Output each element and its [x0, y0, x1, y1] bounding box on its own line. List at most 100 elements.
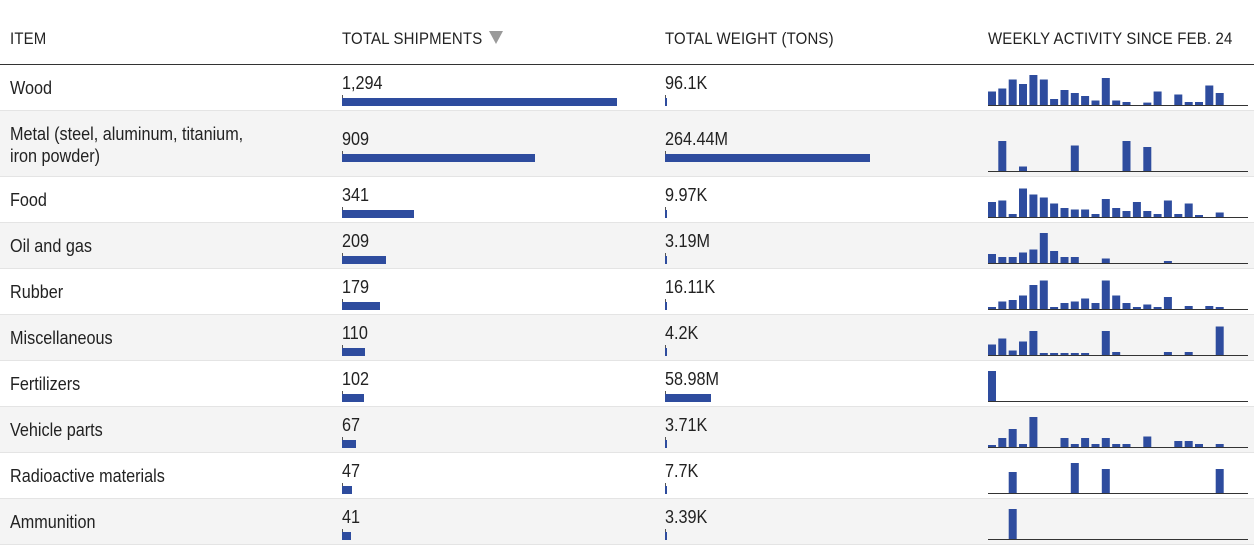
shipments-value: 1,294: [342, 73, 383, 93]
weight-bar: [665, 154, 870, 162]
table-row[interactable]: Wood 1,294 96.1K: [0, 65, 1254, 111]
shipments-value: 179: [342, 277, 370, 297]
shipments-bar: [342, 302, 380, 310]
weekly-activity-bar: [1163, 261, 1172, 263]
item-name: Fertilizers: [10, 374, 81, 394]
weekly-activity-bar: [1174, 441, 1183, 447]
shipments-value: 341: [342, 185, 370, 205]
weekly-activity-bar: [1153, 307, 1162, 309]
weekly-activity-bar: [1029, 285, 1038, 309]
weight-value: 9.97K: [665, 185, 708, 205]
column-header-total-shipments[interactable]: TOTAL SHIPMENTS: [342, 29, 483, 48]
weekly-activity-bar: [1101, 469, 1110, 493]
shipments-bar: [342, 440, 356, 448]
weekly-activity-bar: [1019, 295, 1027, 309]
weekly-activity-bar: [1029, 194, 1038, 217]
item-name: Food: [10, 190, 47, 210]
weekly-activity-bar: [1153, 91, 1162, 105]
weekly-activity-bar: [1195, 444, 1203, 447]
weekly-activity-bar: [1163, 297, 1172, 309]
weekly-activity-bar: [1132, 307, 1141, 309]
column-header-item[interactable]: ITEM: [10, 29, 47, 48]
item-name: Miscellaneous: [10, 328, 113, 348]
weekly-activity-bar: [1101, 438, 1110, 447]
weekly-activity-bar: [998, 88, 1007, 105]
weight-bar: [665, 98, 667, 106]
weekly-activity-bar: [1143, 211, 1152, 217]
table-row[interactable]: Ammunition 41 3.39K: [0, 499, 1254, 545]
table-row[interactable]: Vehicle parts 67 3.71K: [0, 407, 1254, 453]
weekly-activity-bar: [1019, 341, 1027, 355]
weekly-activity-bar: [988, 344, 996, 355]
weekly-activity-bar: [1060, 303, 1069, 309]
shipments-value: 67: [342, 415, 361, 435]
table-row[interactable]: Rubber 179 16.11K: [0, 269, 1254, 315]
weight-value: 4.2K: [665, 323, 699, 343]
weekly-activity-bar: [1091, 303, 1100, 309]
table-row[interactable]: Oil and gas 209 3.19M: [0, 223, 1254, 269]
weight-value: 96.1K: [665, 73, 708, 93]
shipments-value: 909: [342, 129, 370, 149]
weekly-activity-bar: [1019, 84, 1027, 105]
weekly-activity-bar: [988, 254, 996, 263]
weekly-activity-bar: [1008, 509, 1017, 539]
table-row[interactable]: Food 341 9.97K: [0, 177, 1254, 223]
column-header-total-weight[interactable]: TOTAL WEIGHT (TONS): [665, 29, 834, 48]
weekly-activity-bar: [998, 257, 1007, 263]
table-row[interactable]: Miscellaneous 110 4.2K: [0, 315, 1254, 361]
weekly-activity-bar: [998, 338, 1007, 355]
weekly-activity-bar: [1008, 350, 1017, 355]
weekly-activity-sparkline: [988, 463, 1248, 494]
weekly-activity-bar: [1163, 200, 1172, 217]
weekly-activity-bar: [1184, 441, 1193, 447]
shipments-bar: [342, 348, 365, 356]
column-header-weekly-activity[interactable]: WEEKLY ACTIVITY SINCE FEB. 24: [988, 29, 1233, 48]
weekly-activity-bar: [1050, 99, 1059, 105]
sort-descending-icon[interactable]: [489, 31, 503, 44]
weekly-activity-bar: [1143, 147, 1152, 171]
weekly-activity-bar: [1070, 444, 1079, 447]
item-name: Radioactive materials: [10, 466, 165, 486]
weekly-activity-bar: [1215, 469, 1224, 493]
weekly-activity-bar: [1070, 145, 1079, 171]
weekly-activity-sparkline: [988, 188, 1248, 218]
weekly-activity-bar: [1091, 444, 1100, 447]
weekly-activity-bar: [1008, 257, 1017, 263]
weekly-activity-bar: [1081, 353, 1090, 355]
weekly-activity-bar: [1081, 96, 1090, 105]
weekly-activity-bar: [1060, 438, 1069, 447]
weekly-activity-bar: [998, 438, 1007, 447]
weekly-activity-bar: [1050, 307, 1059, 309]
weekly-activity-bar: [1184, 203, 1193, 217]
weekly-activity-bar: [1153, 214, 1162, 217]
weekly-activity-bar: [1070, 257, 1079, 263]
weekly-activity-sparkline: [988, 280, 1248, 310]
item-name: Wood: [10, 78, 53, 98]
table-row[interactable]: Metal (steel, aluminum, titanium, iron p…: [0, 111, 1254, 177]
weekly-activity-bar: [1070, 93, 1079, 105]
weekly-activity-bar: [1215, 444, 1224, 447]
weekly-activity-bar: [1019, 444, 1027, 447]
weekly-activity-bar: [1101, 199, 1110, 217]
weight-value: 3.39K: [665, 507, 708, 527]
weekly-activity-bar: [1050, 203, 1059, 217]
weekly-activity-bar: [1081, 438, 1090, 447]
weekly-activity-bar: [1039, 197, 1048, 217]
weekly-activity-bar: [1029, 331, 1038, 355]
table-body: Wood 1,294 96.1K Metal (steel, aluminum, ti…: [0, 65, 1254, 545]
weekly-activity-bar: [1019, 188, 1027, 217]
weekly-activity-bar: [1215, 307, 1224, 309]
weight-bar: [665, 256, 667, 264]
table-row[interactable]: Radioactive materials 47 7.7K: [0, 453, 1254, 499]
weekly-activity-bar: [1122, 211, 1131, 217]
weekly-activity-bar: [1070, 209, 1079, 217]
weekly-activity-bar: [1184, 306, 1193, 309]
weekly-activity-bar: [1101, 258, 1110, 263]
weekly-activity-bar: [1112, 295, 1121, 309]
weekly-activity-bar: [1060, 257, 1069, 263]
weekly-activity-sparkline: [988, 75, 1248, 106]
weekly-activity-bar: [1184, 352, 1193, 355]
weekly-activity-bar: [988, 91, 996, 105]
table-row[interactable]: Fertilizers 102 58.98M: [0, 361, 1254, 407]
shipments-bar: [342, 256, 386, 264]
